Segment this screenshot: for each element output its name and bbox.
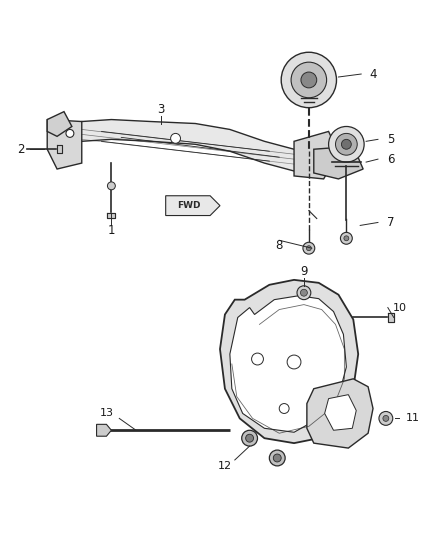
- Circle shape: [291, 62, 327, 98]
- Circle shape: [287, 355, 301, 369]
- Circle shape: [246, 434, 254, 442]
- Text: 10: 10: [393, 303, 406, 312]
- Circle shape: [383, 415, 389, 422]
- Circle shape: [344, 236, 349, 241]
- Polygon shape: [388, 313, 394, 322]
- Circle shape: [300, 289, 307, 296]
- Text: 3: 3: [157, 103, 164, 116]
- Text: 7: 7: [387, 216, 395, 229]
- Circle shape: [279, 403, 289, 414]
- Circle shape: [328, 126, 364, 162]
- Polygon shape: [96, 424, 111, 436]
- Circle shape: [342, 139, 351, 149]
- Text: 2: 2: [17, 143, 24, 156]
- Text: 4: 4: [369, 68, 377, 80]
- Circle shape: [251, 353, 263, 365]
- Circle shape: [336, 133, 357, 155]
- Circle shape: [379, 411, 393, 425]
- Polygon shape: [47, 111, 72, 136]
- Circle shape: [273, 454, 281, 462]
- Text: 5: 5: [387, 133, 395, 146]
- Circle shape: [303, 243, 315, 254]
- Text: 12: 12: [218, 461, 232, 471]
- Text: 13: 13: [99, 408, 113, 418]
- Text: FWD: FWD: [177, 201, 200, 210]
- Polygon shape: [107, 213, 115, 217]
- Text: 8: 8: [276, 239, 283, 252]
- Circle shape: [171, 133, 180, 143]
- Circle shape: [107, 182, 115, 190]
- Circle shape: [340, 232, 352, 244]
- Circle shape: [269, 450, 285, 466]
- Polygon shape: [230, 296, 346, 432]
- Text: 11: 11: [406, 414, 420, 423]
- Polygon shape: [57, 146, 62, 153]
- Text: 9: 9: [300, 265, 307, 278]
- Text: 1: 1: [108, 224, 115, 237]
- Polygon shape: [166, 196, 220, 215]
- Polygon shape: [294, 132, 339, 179]
- Circle shape: [281, 52, 336, 108]
- Circle shape: [306, 246, 311, 251]
- Polygon shape: [47, 119, 82, 169]
- Text: 6: 6: [387, 152, 395, 166]
- Circle shape: [242, 430, 258, 446]
- Circle shape: [301, 72, 317, 88]
- Circle shape: [297, 286, 311, 300]
- Polygon shape: [220, 280, 358, 443]
- Circle shape: [66, 130, 74, 138]
- Polygon shape: [57, 119, 314, 175]
- Polygon shape: [307, 379, 373, 448]
- Polygon shape: [325, 394, 356, 430]
- Polygon shape: [314, 146, 363, 179]
